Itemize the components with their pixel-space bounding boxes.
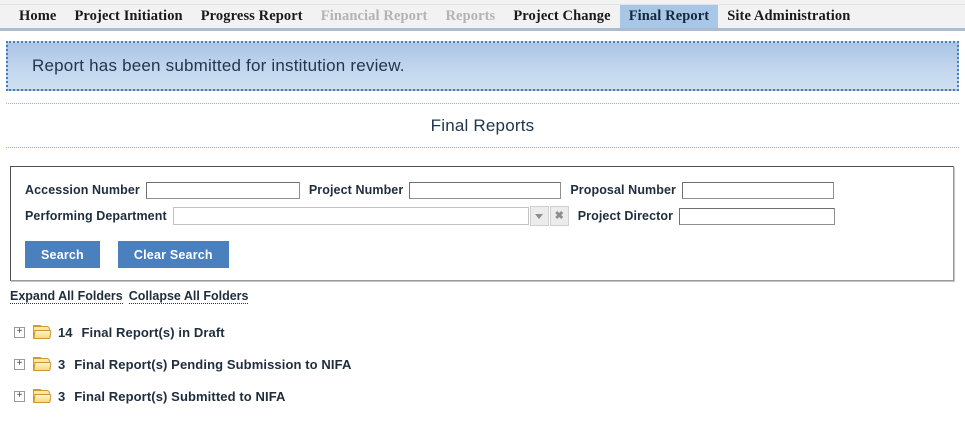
clear-search-button[interactable]: Clear Search <box>117 241 229 268</box>
search-panel-container: Accession Number Project Number Proposal… <box>0 148 965 281</box>
folder-icon <box>33 356 52 372</box>
folder-row-pending-submission[interactable]: + 3 Final Report(s) Pending Submission t… <box>14 354 965 374</box>
project-director-label: Project Director <box>577 209 674 223</box>
folder-count: 3 <box>58 356 66 372</box>
nav-item-progress-report[interactable]: Progress Report <box>192 5 312 28</box>
nav-item-site-administration[interactable]: Site Administration <box>718 5 859 28</box>
main-navigation: Home Project Initiation Progress Report … <box>0 5 965 31</box>
expand-plus-icon[interactable]: + <box>14 326 25 338</box>
nav-label: Home <box>19 8 57 24</box>
search-panel: Accession Number Project Number Proposal… <box>10 166 954 281</box>
top-strip <box>0 0 965 5</box>
nav-item-reports: Reports <box>436 5 504 28</box>
folder-label: Final Report(s) Submitted to NIFA <box>74 388 286 404</box>
nav-item-final-report[interactable]: Final Report <box>619 5 719 28</box>
project-number-input[interactable] <box>409 181 562 199</box>
nav-label: Financial Report <box>320 8 428 24</box>
expand-plus-icon[interactable]: + <box>14 358 25 370</box>
nav-item-financial-report: Financial Report <box>312 5 437 28</box>
nav-label: Project Initiation <box>74 8 183 24</box>
collapse-all-folders-link[interactable]: Collapse All Folders <box>128 289 249 304</box>
folder-icon <box>33 324 52 340</box>
page-title-band: Final Reports <box>6 103 959 148</box>
folder-label: Final Report(s) Pending Submission to NI… <box>74 356 352 372</box>
nav-item-home[interactable]: Home <box>10 5 65 28</box>
form-row-first: Accession Number Project Number Proposal… <box>11 177 953 203</box>
page-title: Final Reports <box>430 115 535 135</box>
tree-action-links: Expand All Folders Collapse All Folders <box>0 281 965 304</box>
performing-department-input[interactable] <box>172 207 529 225</box>
nav-item-project-initiation[interactable]: Project Initiation <box>65 5 191 28</box>
search-button[interactable]: Search <box>25 241 100 268</box>
folder-tree: + 14 Final Report(s) in Draft + 3 Final … <box>0 304 965 406</box>
nav-label: Site Administration <box>727 8 851 24</box>
nav-label: Progress Report <box>200 8 303 24</box>
status-banner: Report has been submitted for institutio… <box>6 41 959 91</box>
accession-number-input[interactable] <box>145 181 300 199</box>
nav-label: Project Change <box>513 8 611 24</box>
status-banner-message: Report has been submitted for institutio… <box>32 56 405 75</box>
folder-count: 14 <box>58 324 73 340</box>
folder-count: 3 <box>58 388 66 404</box>
nav-label: Final Report <box>628 8 710 24</box>
folder-icon <box>33 388 52 404</box>
expand-all-folders-link[interactable]: Expand All Folders <box>10 289 123 304</box>
x-shape: ✖ <box>554 209 564 222</box>
alert-container: Report has been submitted for institutio… <box>0 31 965 91</box>
expand-plus-icon[interactable]: + <box>14 390 25 402</box>
proposal-number-label: Proposal Number <box>570 183 677 197</box>
nav-label: Reports <box>445 8 496 24</box>
project-director-input[interactable] <box>679 207 836 225</box>
clear-x-icon[interactable]: ✖ <box>549 206 569 226</box>
chevron-down-icon[interactable] <box>529 206 549 226</box>
folder-row-draft[interactable]: + 14 Final Report(s) in Draft <box>14 322 965 342</box>
caret-shape <box>535 213 544 219</box>
accession-number-label: Accession Number <box>25 183 140 197</box>
performing-department-label: Performing Department <box>25 209 167 223</box>
project-number-label: Project Number <box>308 183 404 197</box>
nav-item-project-change[interactable]: Project Change <box>504 5 619 28</box>
proposal-number-input[interactable] <box>682 181 835 199</box>
search-button-row: Search Clear Search <box>11 229 953 268</box>
folder-label: Final Report(s) in Draft <box>81 324 225 340</box>
folder-row-submitted[interactable]: + 3 Final Report(s) Submitted to NIFA <box>14 386 965 406</box>
form-row-second: Performing Department ✖ Project Director <box>11 203 953 229</box>
